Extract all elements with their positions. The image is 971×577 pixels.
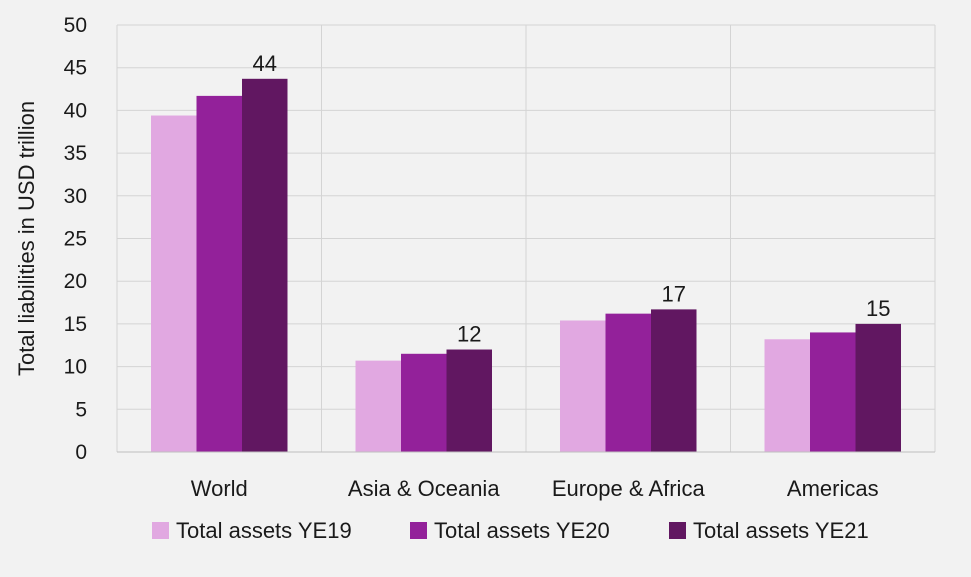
y-tick-label: 45 <box>64 57 87 80</box>
bar <box>401 353 447 452</box>
bar <box>764 339 810 452</box>
bars <box>151 78 901 453</box>
legend-swatch <box>152 522 169 539</box>
axes: Total liabilities in USD trillion 0 5 10 15… <box>14 14 935 501</box>
legend-swatch <box>410 522 427 539</box>
y-axis-title: Total liabilities in USD trillion <box>14 101 39 376</box>
y-tick-label: 30 <box>64 185 87 208</box>
data-label: 15 <box>866 296 890 321</box>
legend: Total assets YE19 Total assets YE20 Total … <box>152 518 869 543</box>
bar <box>242 78 288 452</box>
y-tick-label: 5 <box>75 398 87 421</box>
legend-label: Total assets YE20 <box>434 518 610 543</box>
bar <box>855 323 901 452</box>
bar <box>151 115 197 453</box>
x-tick-label: Europe & Africa <box>552 476 706 501</box>
y-tick-label: 10 <box>64 356 87 379</box>
y-tick-label: 25 <box>64 228 87 251</box>
x-tick-label: Americas <box>787 476 879 501</box>
x-tick-label: World <box>191 476 248 501</box>
y-tick-label: 20 <box>64 270 87 293</box>
bar <box>810 332 856 452</box>
x-tick-label: Asia & Oceania <box>348 476 500 501</box>
data-label: 17 <box>662 281 686 306</box>
data-label: 12 <box>457 322 481 347</box>
legend-label: Total assets YE21 <box>693 518 869 543</box>
bar <box>651 309 697 452</box>
y-tick-label: 40 <box>64 99 87 122</box>
y-tick-label: 0 <box>75 441 87 464</box>
data-labels: 44 12 17 15 <box>253 51 891 347</box>
data-label: 44 <box>253 51 277 76</box>
bar <box>560 320 606 452</box>
bar <box>196 95 242 453</box>
y-tick-label: 15 <box>64 313 87 336</box>
bar <box>605 313 651 452</box>
legend-swatch <box>669 522 686 539</box>
legend-label: Total assets YE19 <box>176 518 352 543</box>
y-tick-label: 35 <box>64 142 87 165</box>
bar <box>355 360 401 452</box>
y-tick-label: 50 <box>64 14 87 37</box>
bar <box>446 349 492 452</box>
